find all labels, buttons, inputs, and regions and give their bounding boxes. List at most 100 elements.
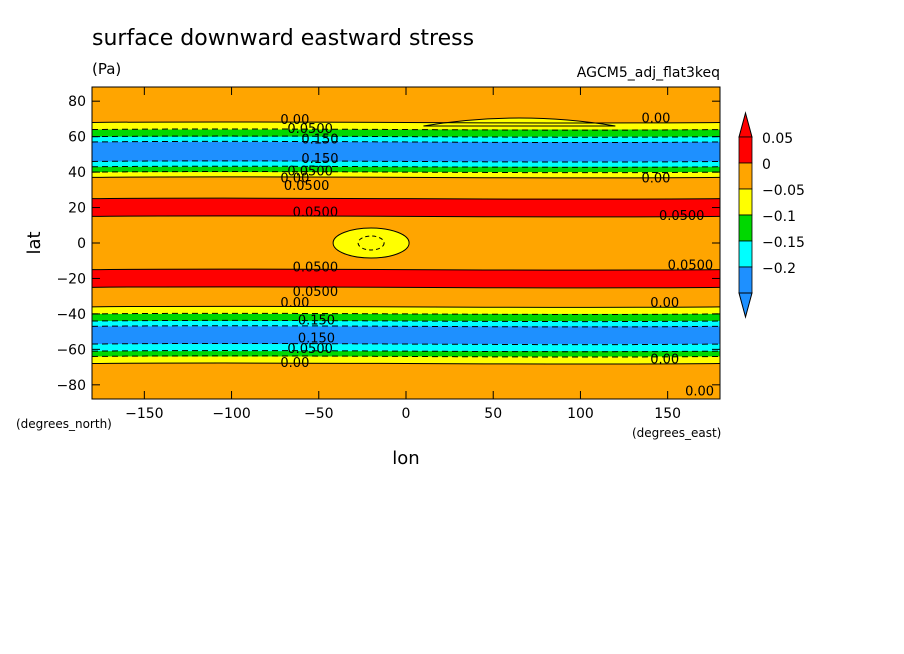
contour-label-9: 0.0500 xyxy=(293,285,339,300)
contour-label-21: 0.00 xyxy=(685,384,714,399)
contour-line-7 xyxy=(92,171,720,174)
x-tick-label-1: −100 xyxy=(212,406,250,422)
zonal-band-19 xyxy=(92,356,720,365)
colorbar-swatch-3 xyxy=(738,214,753,242)
zonal-band-5 xyxy=(92,161,720,168)
contour-line-8 xyxy=(92,176,720,179)
x-tick-label-4: 50 xyxy=(484,406,502,422)
contour-label-12: 0.150 xyxy=(298,331,335,346)
y-tick-label-3: 20 xyxy=(68,201,86,217)
contour-label-8: 0.0500 xyxy=(293,260,339,275)
contour-label-20: 0.00 xyxy=(650,353,679,368)
colorbar-swatch-1 xyxy=(738,162,753,190)
x-tick-label-2: −50 xyxy=(304,406,334,422)
contour-line-4 xyxy=(92,140,720,144)
colorbar-swatch-2 xyxy=(738,188,753,216)
contour-line-3 xyxy=(92,135,720,138)
y-tick-label-1: 60 xyxy=(68,130,86,146)
zonal-band-9 xyxy=(92,198,720,218)
plot-area: 0.000.05000.1500.1500.000.05000.05000.05… xyxy=(92,87,720,399)
zonal-band-8 xyxy=(92,177,720,200)
y-tick-label-0: 80 xyxy=(68,94,86,110)
y-tick-label-8: −80 xyxy=(56,378,86,394)
colorbar-swatch-0 xyxy=(738,136,753,164)
contour-label-11: 0.150 xyxy=(298,314,335,329)
contour-label-0: 0.00 xyxy=(280,113,309,128)
x-axis-label: lon xyxy=(392,448,419,469)
contour-line-15 xyxy=(92,319,720,323)
contour-label-10: 0.00 xyxy=(280,296,309,311)
contour-label-2: 0.150 xyxy=(301,133,338,148)
y-tick-label-6: −40 xyxy=(56,307,86,323)
zonal-band-16 xyxy=(92,326,720,345)
zonal-band-1 xyxy=(92,122,720,131)
colorbar-label-3: −0.1 xyxy=(762,209,796,225)
contour-label-13: 0.0500 xyxy=(287,342,333,357)
chart-title: surface downward eastward stress xyxy=(92,26,474,51)
contour-label-3: 0.150 xyxy=(301,152,338,167)
x-tick-label-5: 100 xyxy=(567,406,594,422)
zonal-band-15 xyxy=(92,321,720,327)
y-tick-label-2: 40 xyxy=(68,165,86,181)
colorbar-legend: 0.05 0 −0.05 −0.1 −0.15 −0.2 xyxy=(738,111,805,319)
colorbar-label-2: −0.05 xyxy=(762,183,805,199)
contour-label-17: 0.0500 xyxy=(659,209,705,224)
zonal-band-17 xyxy=(92,344,720,352)
units-label: (Pa) xyxy=(92,60,121,78)
contour-line-14 xyxy=(92,312,720,315)
contour-label-1: 0.0500 xyxy=(287,122,333,137)
feature-0-inner-contour xyxy=(357,235,385,251)
colorbar-swatch-4 xyxy=(738,240,753,268)
colorbar-label-5: −0.2 xyxy=(762,261,796,277)
contour-label-19: 0.00 xyxy=(650,296,679,311)
contour-line-9 xyxy=(92,197,720,200)
dataset-label: AGCM5_adj_flat3keq xyxy=(577,65,720,81)
contour-line-10 xyxy=(92,215,720,218)
x-axis: −150 −100 −50 0 50 100 150 xyxy=(125,87,681,422)
contour-label-4: 0.00 xyxy=(280,172,309,187)
zonal-band-18 xyxy=(92,351,720,358)
contour-line-16 xyxy=(92,325,720,328)
contour-line-20 xyxy=(92,362,720,365)
contour-label-7: 0.0500 xyxy=(293,205,339,220)
contour-line-6 xyxy=(92,165,720,168)
contour-line-19 xyxy=(92,355,720,358)
colorbar-label-1: 0 xyxy=(762,157,771,173)
zonal-band-14 xyxy=(92,313,720,322)
colorbar-label-0: 0.05 xyxy=(762,131,793,147)
contour-line-11 xyxy=(92,268,720,271)
y-unit-label: (degrees_north) xyxy=(16,417,112,431)
contour-line-13 xyxy=(92,305,720,308)
zonal-band-4 xyxy=(92,141,720,163)
colorbar-over-triangle xyxy=(738,111,753,138)
zonal-band-6 xyxy=(92,166,720,173)
x-tick-label-3: 0 xyxy=(402,406,411,422)
zonal-band-2 xyxy=(92,129,720,138)
contour-line-12 xyxy=(92,286,720,289)
contour-line-1 xyxy=(92,121,720,124)
contour-label-5: 0.0500 xyxy=(287,165,333,180)
zonal-band-3 xyxy=(92,136,720,143)
x-tick-label-0: −150 xyxy=(125,406,163,422)
y-tick-label-5: −20 xyxy=(56,271,86,287)
x-unit-label: (degrees_east) xyxy=(632,426,721,440)
y-axis: 80 60 40 20 0 −20 −40 −60 −80 xyxy=(56,94,720,394)
contour-line-18 xyxy=(92,350,720,353)
contour-label-6: 0.0500 xyxy=(284,179,330,194)
colorbar-under-triangle xyxy=(738,292,753,319)
zonal-band-12 xyxy=(92,287,720,308)
colorbar-label-4: −0.15 xyxy=(762,235,805,251)
zonal-band-11 xyxy=(92,269,720,288)
y-axis-label: lat xyxy=(24,231,45,254)
contour-line-17 xyxy=(92,342,720,346)
colorbar-swatch-5 xyxy=(738,266,753,294)
contour-label-14: 0.00 xyxy=(280,356,309,371)
contour-label-16: 0.00 xyxy=(642,172,671,187)
zonal-band-7 xyxy=(92,172,720,179)
contour-line-2 xyxy=(92,128,720,131)
contour-label-15: 0.00 xyxy=(642,111,671,126)
zonal-band-13 xyxy=(92,306,720,315)
x-tick-label-6: 150 xyxy=(654,406,681,422)
y-tick-label-4: 0 xyxy=(77,236,86,252)
